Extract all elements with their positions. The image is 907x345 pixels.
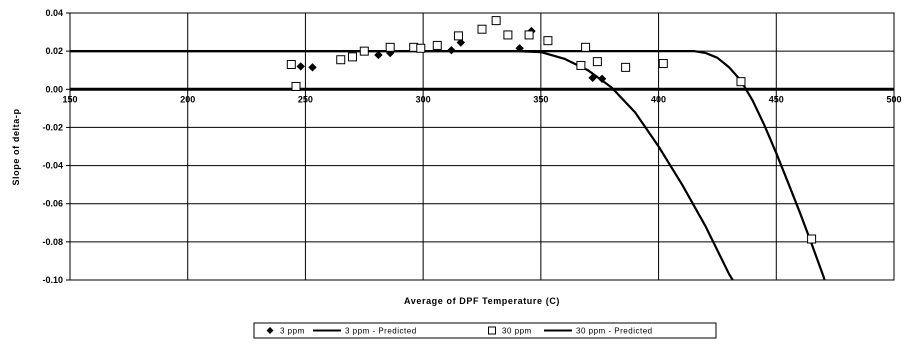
x-tick-label: 300: [416, 94, 431, 104]
legend-marker-square: [488, 326, 496, 335]
plot-area: [69, 12, 895, 281]
data-point-diamond: [447, 45, 456, 55]
data-point-diamond: [597, 74, 607, 83]
data-point-square: [576, 60, 586, 70]
data-point-square: [543, 36, 553, 46]
x-tick-label: 450: [769, 94, 784, 104]
series-markers: [286, 16, 817, 244]
data-point-square: [503, 30, 513, 40]
legend-box: [253, 322, 717, 339]
y-tick-label: 0.04: [45, 8, 63, 18]
legend-label: 3 ppm - Predicted: [345, 327, 417, 336]
data-point-square: [807, 234, 817, 244]
y-tick-label: -0.08: [42, 237, 63, 247]
y-tick-label: -0.02: [42, 122, 63, 132]
data-point-diamond: [515, 44, 524, 53]
data-point-square: [621, 62, 631, 72]
data-point-diamond: [296, 62, 305, 71]
data-point-square: [286, 59, 296, 69]
data-point-square: [477, 24, 487, 34]
data-point-square: [385, 42, 395, 52]
data-point-square: [348, 52, 358, 62]
horizontal-gridlines: [66, 12, 894, 281]
x-tick-label: 150: [62, 94, 77, 104]
legend-label: 30 ppm: [502, 327, 532, 336]
x-tick-label: 400: [651, 94, 666, 104]
data-point-square: [416, 43, 426, 53]
data-point-square: [359, 46, 369, 56]
legend-items: 3 ppm 3 ppm - Predicted 30 ppm 30 ppm - Pre…: [266, 326, 653, 336]
data-point-square: [336, 55, 346, 65]
data-point-diamond: [588, 73, 597, 83]
data-point-diamond: [456, 38, 466, 47]
x-tick-labels: 150 200 250 300 350 400 450 500: [62, 94, 901, 104]
x-tick-label: 250: [298, 94, 313, 104]
y-tick-label: -0.10: [42, 275, 63, 285]
data-point-square: [432, 40, 442, 50]
y-tick-label: -0.06: [42, 199, 63, 209]
legend-marker-diamond: [266, 327, 274, 334]
data-point-square: [491, 16, 501, 26]
data-point-square: [658, 59, 668, 69]
x-tick-label: 500: [886, 94, 901, 104]
x-axis-title: Average of DPF Temperature (C): [404, 296, 560, 306]
data-point-square: [592, 57, 602, 67]
y-axis-title: Slope of delta-p: [11, 108, 21, 185]
legend: 3 ppm 3 ppm - Predicted 30 ppm 30 ppm - Pre…: [253, 322, 717, 339]
data-point-square: [524, 30, 534, 40]
data-point-diamond: [308, 63, 317, 72]
y-tick-label: 0.00: [45, 84, 63, 94]
data-point-square: [581, 42, 591, 52]
data-point-square: [453, 31, 463, 41]
data-point-square: [291, 81, 301, 91]
data-point-square: [736, 77, 746, 87]
legend-label: 30 ppm - Predicted: [576, 327, 653, 336]
y-tick-label: 0.02: [45, 46, 63, 56]
y-tick-label: -0.04: [42, 161, 63, 171]
legend-label: 3 ppm: [280, 327, 305, 336]
x-tick-label: 350: [533, 94, 548, 104]
x-tick-label: 200: [180, 94, 195, 104]
data-point-diamond: [374, 50, 383, 60]
y-tick-labels: 0.04 0.02 0.00 -0.02 -0.04 -0.06 -0.08 -0.10: [42, 8, 63, 285]
